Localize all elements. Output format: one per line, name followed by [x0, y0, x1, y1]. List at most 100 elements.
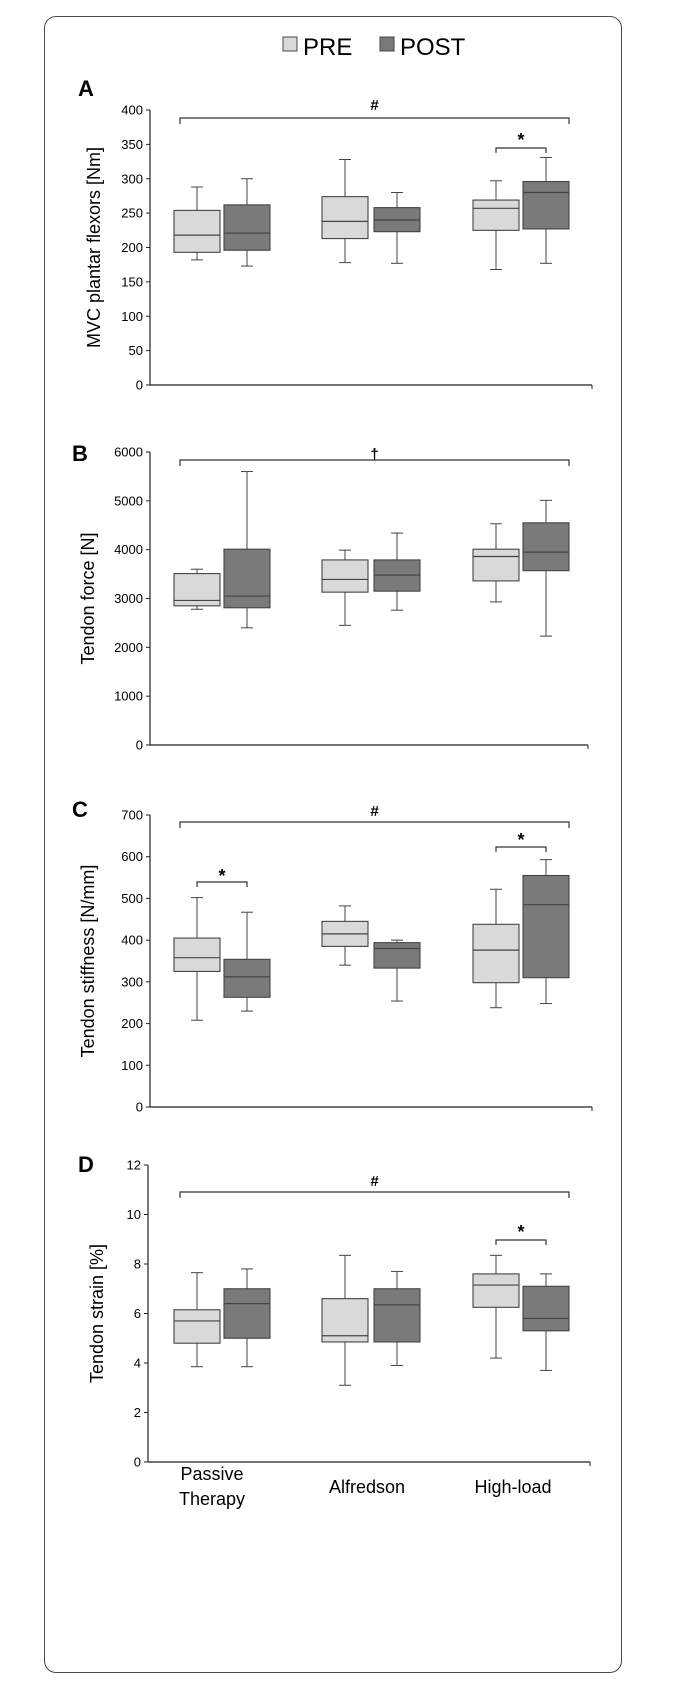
y-tick-label: 1000 [114, 689, 143, 704]
box-iqr [223, 548, 271, 609]
y-tick-label: 6 [134, 1306, 141, 1321]
pre-box-group-0 [173, 1272, 221, 1368]
global-significance-mark: # [370, 97, 379, 114]
post-box-group-0 [223, 178, 271, 267]
panel-a: A 0 50 100 150 200 250 300 350 400 MVC plantar fle… [78, 76, 593, 393]
post-box-group-2 [522, 156, 570, 264]
box-iqr [522, 874, 570, 979]
pre-box-group-2 [472, 523, 520, 603]
box-iqr [173, 937, 221, 972]
panel-letter: B [72, 441, 88, 466]
box-iqr [472, 199, 520, 231]
pair-significance-bracket [196, 881, 248, 887]
y-tick-label: 250 [121, 206, 143, 221]
pre-box-group-0 [173, 897, 221, 1021]
box-iqr [223, 1288, 271, 1339]
legend-label-pre: PRE [303, 34, 352, 61]
category-label-high-load: High-load [474, 1477, 551, 1497]
y-tick-label: 500 [121, 891, 143, 906]
y-tick-label: 5000 [114, 493, 143, 508]
legend: PRE POST [282, 34, 466, 61]
y-axis-title: Tendon strain [%] [87, 1244, 107, 1383]
panel-letter: D [78, 1152, 94, 1177]
post-box-group-1 [373, 192, 421, 264]
y-tick-label: 3000 [114, 591, 143, 606]
y-tick-label: 0 [136, 1100, 143, 1115]
global-significance-mark: # [370, 1173, 379, 1190]
box-iqr [321, 196, 369, 240]
box-iqr [522, 522, 570, 572]
y-axis-title: Tendon stiffness [N/mm] [78, 865, 98, 1058]
y-tick-label: 6000 [114, 445, 143, 460]
y-tick-label: 700 [121, 808, 143, 823]
box-iqr [373, 942, 421, 969]
pair-significance-mark: * [517, 830, 524, 850]
legend-swatch-pre [282, 36, 298, 52]
box-iqr [373, 1288, 421, 1343]
post-box-group-2 [522, 499, 570, 637]
y-axis-title: Tendon force [N] [78, 532, 98, 664]
y-tick-label: 400 [121, 103, 143, 118]
category-label-alfredson: Alfredson [329, 1477, 405, 1497]
pre-box-group-1 [321, 905, 369, 966]
pre-box-group-1 [321, 159, 369, 264]
y-tick-label: 200 [121, 1016, 143, 1031]
legend-label-post: POST [400, 34, 466, 61]
global-significance-bracket [179, 459, 570, 466]
y-tick-label: 100 [121, 1058, 143, 1073]
y-tick-label: 8 [134, 1257, 141, 1272]
box-iqr [321, 1298, 369, 1343]
y-tick-label: 2000 [114, 640, 143, 655]
panel-letter: A [78, 76, 94, 101]
post-box-group-0 [223, 471, 271, 629]
panel-b: B 0 1000 2000 3000 4000 5000 6000 Tendon force [… [72, 441, 589, 753]
category-label-passive: Passive [180, 1464, 243, 1484]
category-label-therapy: Therapy [179, 1489, 245, 1509]
y-tick-label: 300 [121, 171, 143, 186]
box-iqr [472, 923, 520, 984]
y-tick-label: 200 [121, 240, 143, 255]
legend-swatch-post [379, 36, 395, 52]
box-iqr [472, 1273, 520, 1308]
y-tick-label: 10 [127, 1207, 141, 1222]
panel-c: C 0 100 200 300 400 500 600 700 Tendon stiffness … [72, 797, 593, 1115]
y-tick-label: 350 [121, 137, 143, 152]
y-tick-label: 4 [134, 1356, 141, 1371]
post-box-group-1 [373, 939, 421, 1002]
figure-frame [44, 16, 622, 1673]
y-tick-label: 150 [121, 274, 143, 289]
pair-significance-mark: * [517, 1222, 524, 1242]
pre-box-group-0 [173, 568, 221, 610]
pre-box-group-2 [472, 180, 520, 270]
pair-significance-mark: * [218, 866, 225, 886]
pair-significance-bracket [495, 846, 547, 852]
post-box-group-2 [522, 859, 570, 1005]
pre-box-group-2 [472, 888, 520, 1009]
pair-significance-bracket [495, 1239, 547, 1245]
pre-box-group-1 [321, 1254, 369, 1386]
global-significance-mark: # [370, 803, 379, 820]
global-significance-bracket [179, 1191, 570, 1198]
global-significance-bracket [179, 117, 570, 124]
box-iqr [522, 1285, 570, 1332]
box-iqr [472, 548, 520, 582]
global-significance-mark: † [370, 446, 378, 463]
y-tick-label: 0 [136, 378, 143, 393]
pre-box-group-2 [472, 1254, 520, 1359]
box-iqr [173, 1309, 221, 1344]
pre-box-group-0 [173, 186, 221, 261]
global-significance-bracket [179, 821, 570, 828]
post-box-group-0 [223, 911, 271, 1012]
y-tick-label: 100 [121, 309, 143, 324]
box-iqr [223, 958, 271, 998]
y-tick-label: 12 [127, 1158, 141, 1173]
panel-d: D 0 2 4 6 8 10 12 Tendon strain [%] # * [78, 1152, 591, 1470]
post-box-group-0 [223, 1268, 271, 1368]
y-tick-label: 300 [121, 974, 143, 989]
y-tick-label: 4000 [114, 542, 143, 557]
y-tick-label: 50 [129, 343, 143, 358]
y-tick-label: 0 [136, 738, 143, 753]
box-iqr [522, 180, 570, 230]
y-axis-title: MVC plantar flexors [Nm] [84, 147, 104, 348]
